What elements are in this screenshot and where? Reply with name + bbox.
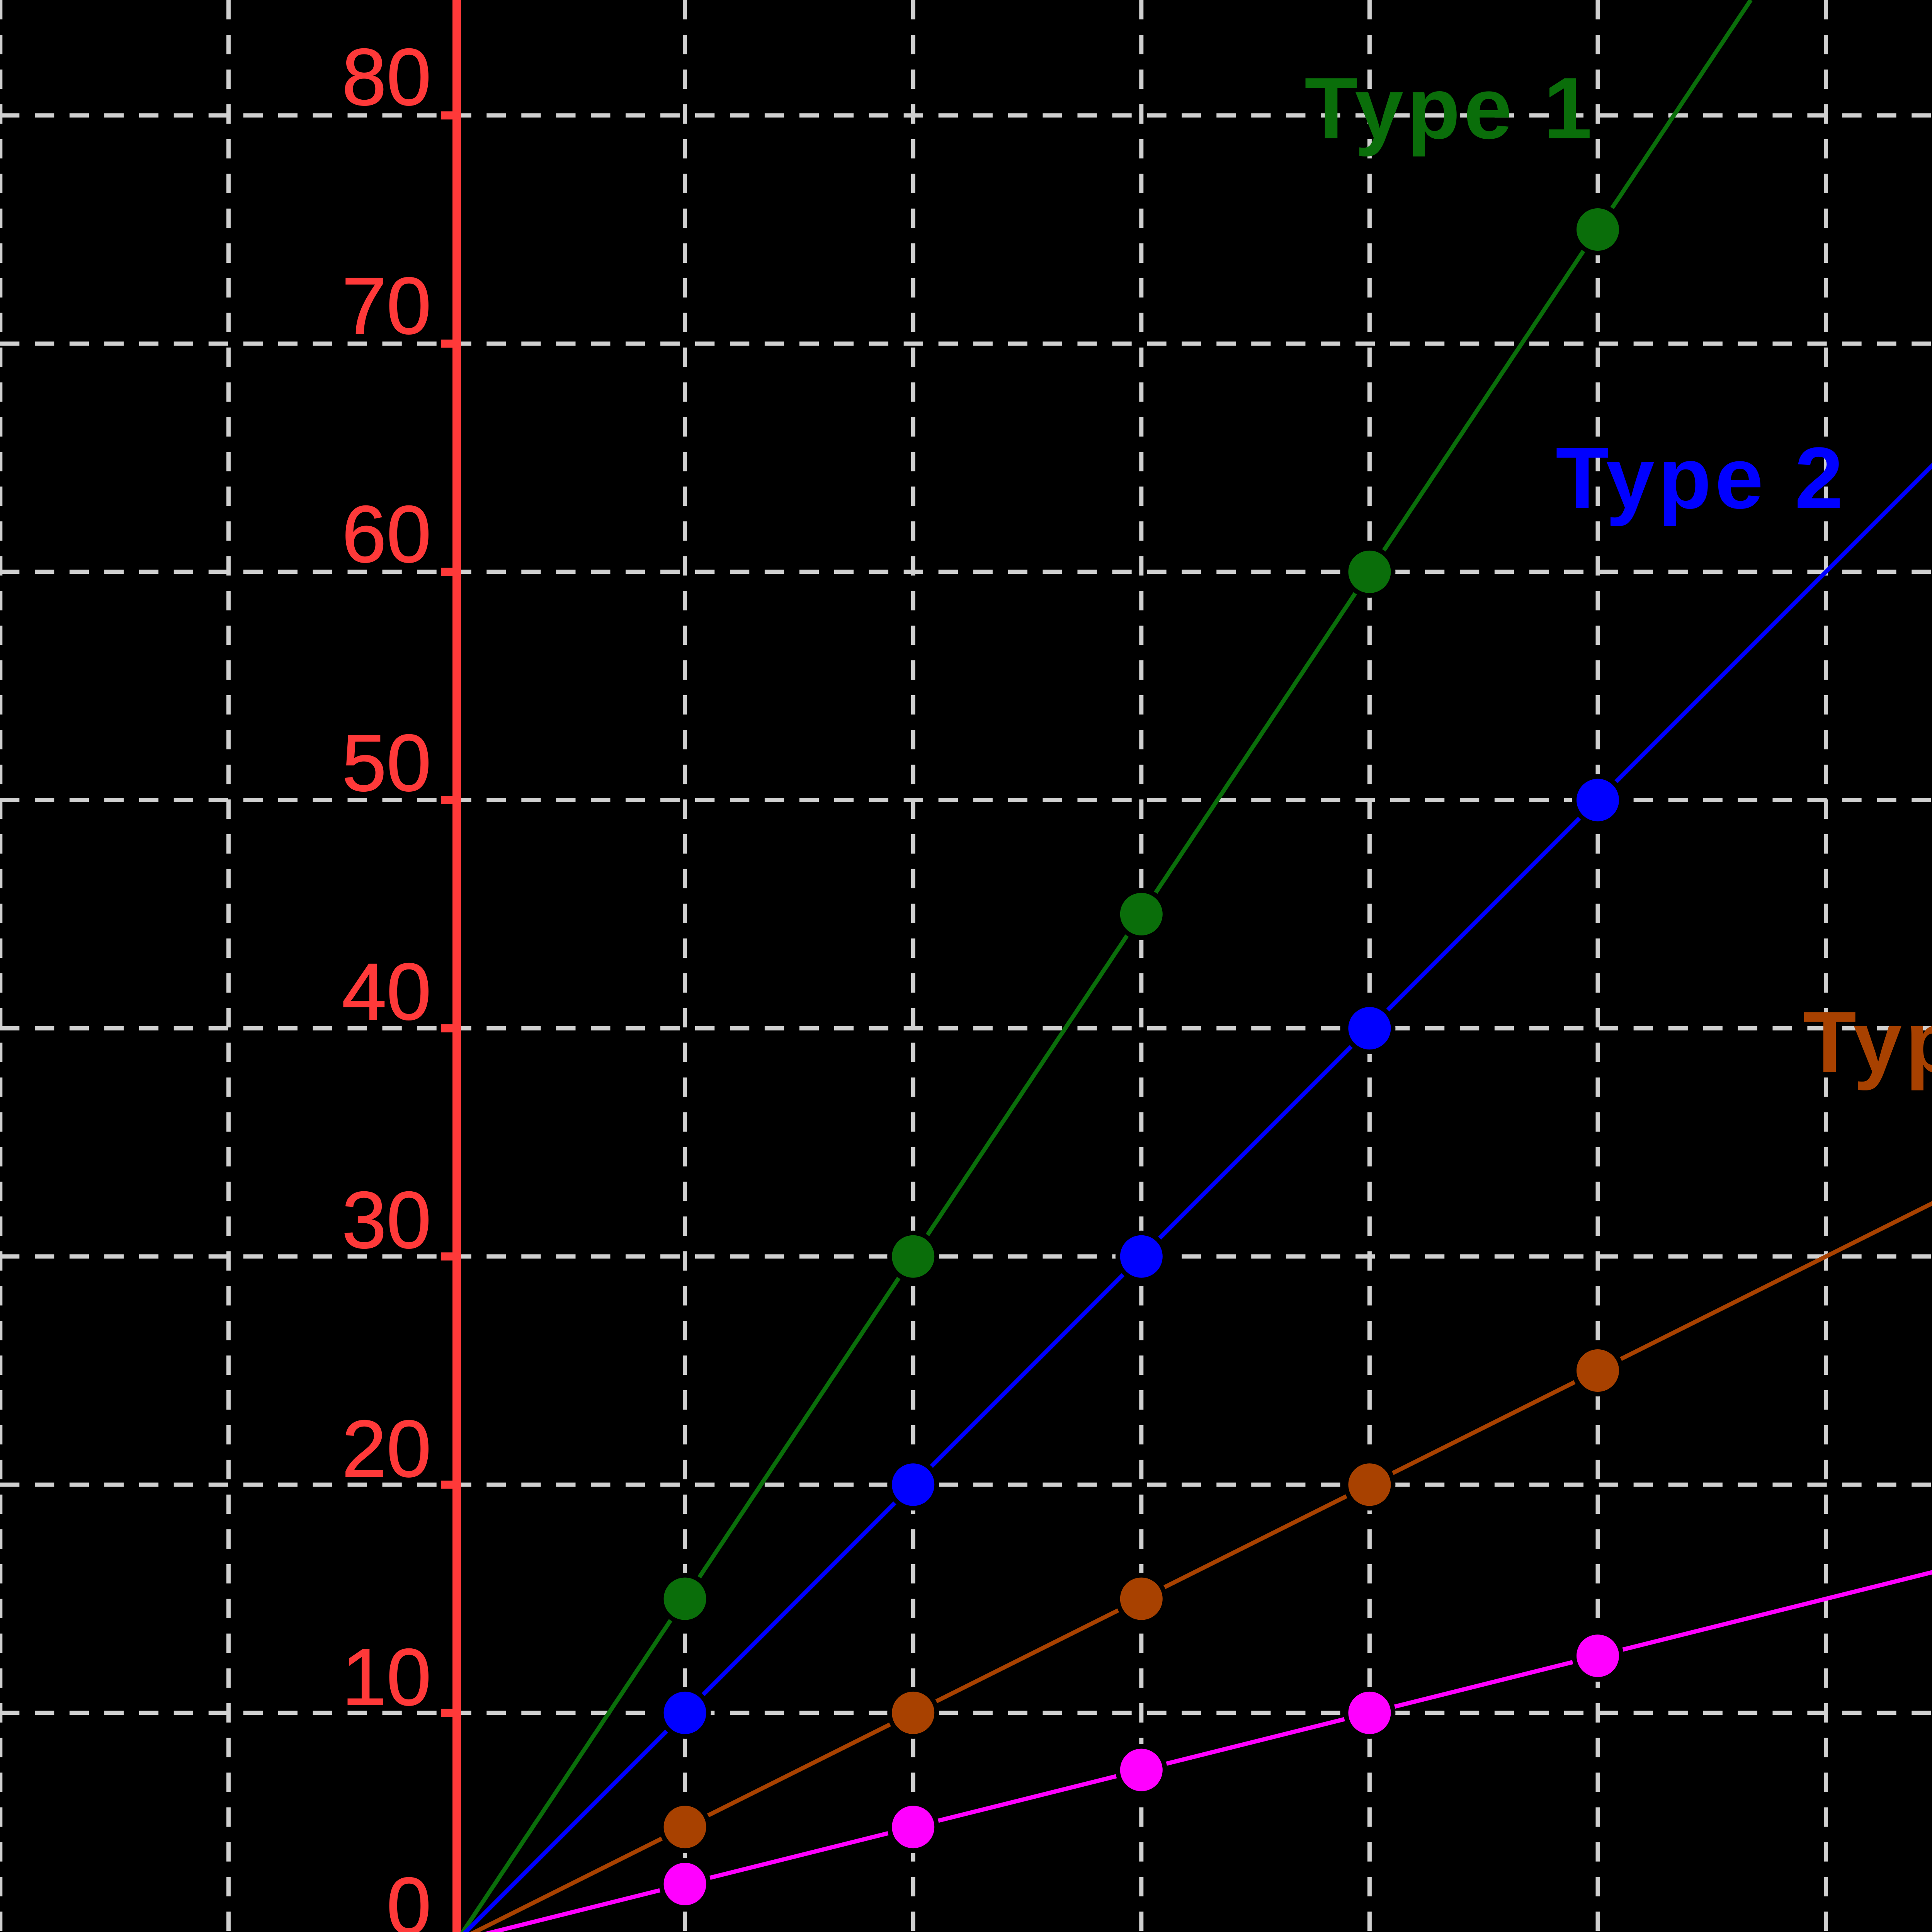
svg-text:70: 70 (342, 261, 431, 351)
svg-text:Type 1: Type 1 (1304, 59, 1595, 157)
svg-text:Type 3: Type 3 (1803, 993, 1932, 1091)
svg-text:40: 40 (342, 947, 431, 1037)
svg-text:20: 20 (342, 1404, 431, 1494)
svg-text:30: 30 (342, 1175, 431, 1265)
svg-text:80: 80 (342, 32, 431, 122)
svg-text:60: 60 (342, 490, 431, 579)
svg-text:Type 2: Type 2 (1556, 429, 1847, 527)
svg-text:10: 10 (342, 1633, 431, 1722)
svg-text:0: 0 (386, 1861, 431, 1932)
svg-text:50: 50 (342, 718, 431, 808)
